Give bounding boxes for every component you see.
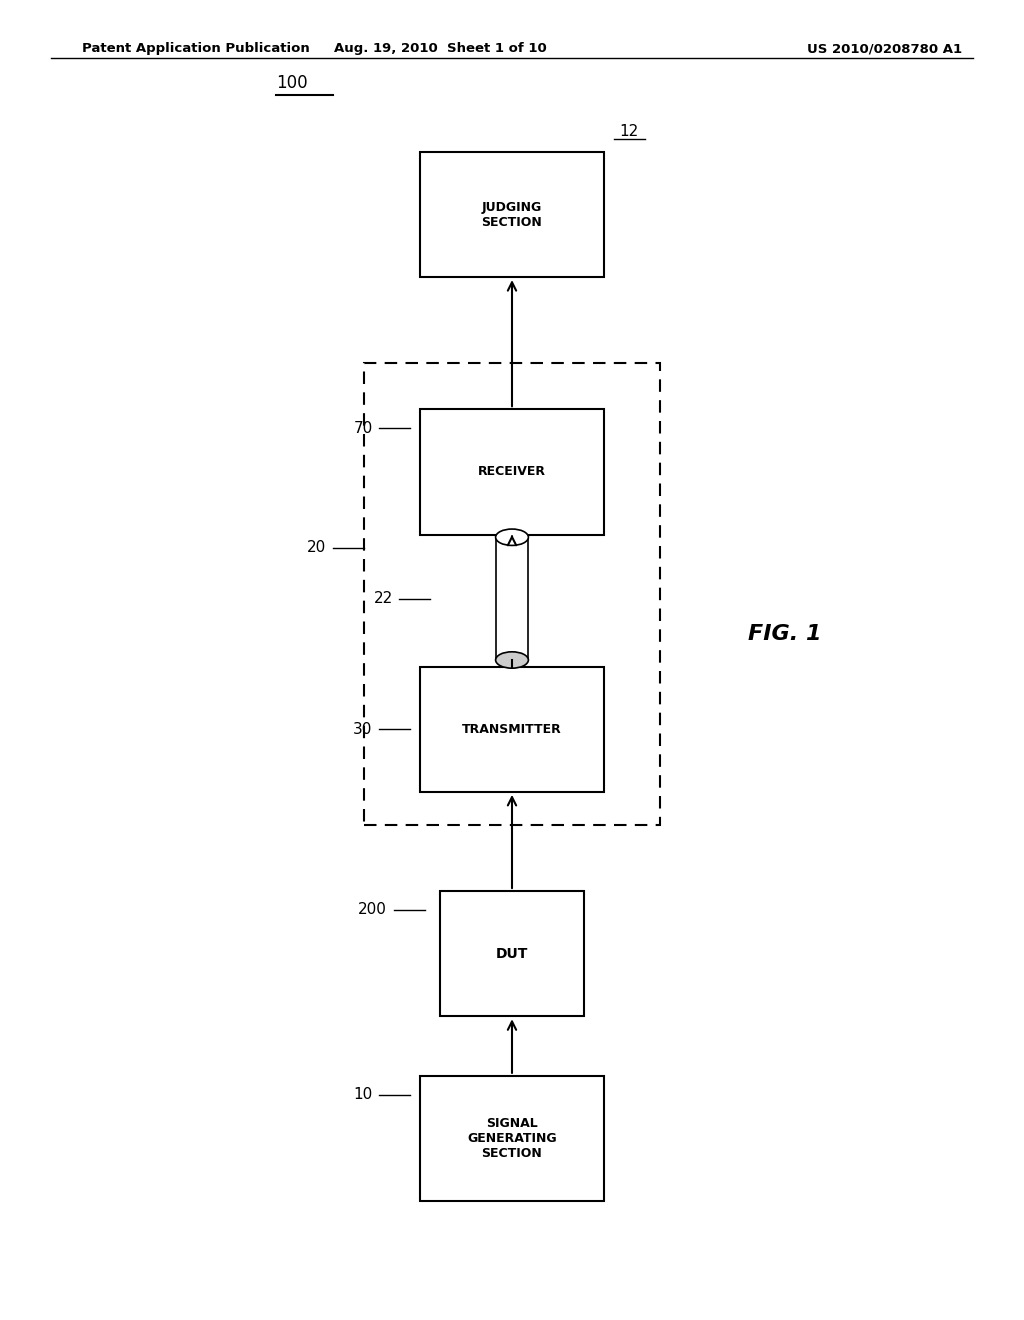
Text: 10: 10 bbox=[353, 1088, 373, 1102]
Text: RECEIVER: RECEIVER bbox=[478, 466, 546, 478]
Bar bbox=[420, 1076, 604, 1201]
Text: FIG. 1: FIG. 1 bbox=[748, 623, 821, 644]
Bar bbox=[440, 891, 584, 1016]
Ellipse shape bbox=[496, 652, 528, 668]
Text: 22: 22 bbox=[374, 591, 393, 606]
Text: 100: 100 bbox=[276, 74, 308, 92]
Bar bbox=[420, 152, 604, 277]
Bar bbox=[420, 667, 604, 792]
Text: 12: 12 bbox=[620, 124, 639, 139]
Text: 200: 200 bbox=[358, 903, 387, 917]
Text: 70: 70 bbox=[353, 421, 373, 436]
Text: SIGNAL
GENERATING
SECTION: SIGNAL GENERATING SECTION bbox=[467, 1117, 557, 1160]
Text: TRANSMITTER: TRANSMITTER bbox=[462, 723, 562, 735]
Bar bbox=[420, 409, 604, 535]
Ellipse shape bbox=[496, 529, 528, 545]
Bar bbox=[364, 363, 660, 825]
Text: US 2010/0208780 A1: US 2010/0208780 A1 bbox=[808, 42, 963, 55]
Text: Patent Application Publication: Patent Application Publication bbox=[82, 42, 309, 55]
Text: 30: 30 bbox=[353, 722, 373, 737]
Text: DUT: DUT bbox=[496, 946, 528, 961]
Bar bbox=[496, 537, 528, 660]
Text: 20: 20 bbox=[307, 540, 327, 556]
Text: JUDGING
SECTION: JUDGING SECTION bbox=[481, 201, 543, 228]
Text: Aug. 19, 2010  Sheet 1 of 10: Aug. 19, 2010 Sheet 1 of 10 bbox=[334, 42, 547, 55]
